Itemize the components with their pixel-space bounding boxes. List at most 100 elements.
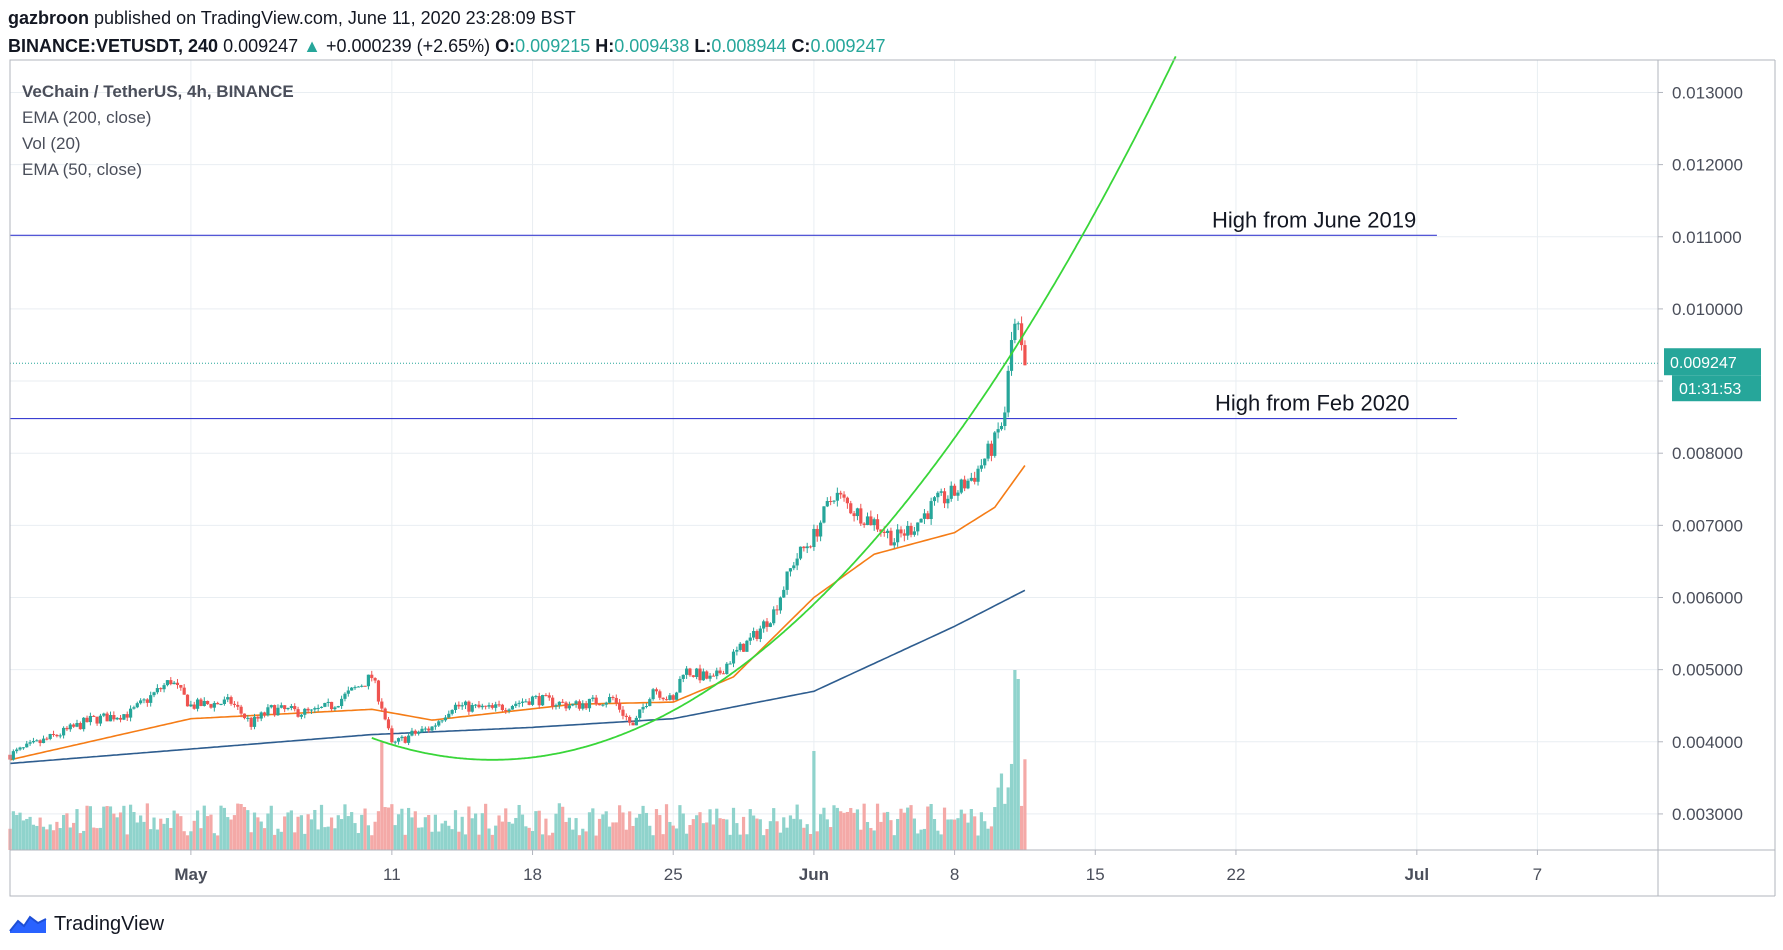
footer-brand[interactable]: TradingView [54, 912, 165, 935]
annotation-high-june-2019[interactable]: High from June 2019 [1212, 207, 1416, 232]
candle-body [185, 694, 190, 707]
candle-body [142, 699, 146, 701]
volume-bar [597, 818, 602, 850]
volume-bar [440, 823, 444, 850]
candle-body [892, 542, 896, 546]
volume-bar [674, 828, 679, 850]
candle-body [246, 717, 250, 719]
annotation-high-feb-2020[interactable]: High from Feb 2020 [1215, 391, 1409, 416]
volume-bar [1009, 763, 1014, 850]
candle-body [48, 733, 52, 739]
candle-body [72, 724, 76, 727]
volume-bar [510, 823, 515, 850]
price-tags: 0.009247 01:31:53 [1664, 348, 1761, 402]
candle-body [916, 522, 920, 532]
y-tick-label: 0.003000 [1672, 805, 1743, 824]
volume-bar [453, 810, 458, 850]
x-tick-label: Jun [799, 865, 829, 884]
volume-bar [484, 803, 488, 850]
volume-bar [286, 812, 290, 850]
annotations[interactable]: High from June 2019 High from Feb 2020 [1212, 207, 1416, 415]
last-value: 0.009247 [223, 36, 299, 56]
candle-body [306, 708, 310, 711]
parabolic-curve[interactable] [371, 55, 1177, 761]
candle-body [651, 689, 655, 700]
candle-body [544, 695, 548, 697]
volume-bar [279, 831, 283, 850]
candle-body [825, 501, 829, 507]
volume-bar [142, 821, 146, 850]
author[interactable]: gazbroon [8, 8, 89, 28]
volume-bar [283, 816, 287, 850]
candle-body [685, 668, 689, 675]
candle-body [232, 703, 237, 705]
candle-body [1019, 323, 1024, 346]
candle-body [839, 492, 843, 495]
volume-bar [644, 812, 649, 850]
parabola-path[interactable] [371, 55, 1177, 761]
candle-body [638, 709, 642, 718]
time-axis[interactable]: May 11 18 25 Jun 8 15 22 Jul 7 [174, 850, 1542, 884]
candle-body [45, 738, 49, 740]
volume-bar [102, 806, 106, 850]
horizontal-lines[interactable] [10, 234, 1658, 420]
candle-body [584, 703, 588, 709]
volume-bar [567, 817, 571, 850]
volume-bar [942, 807, 947, 850]
volume-bar [829, 827, 833, 850]
volume-bar [922, 828, 927, 850]
x-tick-label: 8 [950, 865, 959, 884]
volume-bar [309, 819, 314, 850]
volume-bar [909, 805, 913, 850]
volume-bar [1003, 803, 1007, 850]
volume-bar [651, 835, 655, 850]
volume-bar [376, 811, 381, 850]
volume-bar [839, 811, 843, 850]
price-axis[interactable]: 0.003000 0.004000 0.005000 0.006000 0.007000… [1658, 83, 1743, 824]
candle-body [956, 492, 960, 496]
volume-bar [229, 819, 233, 850]
volume-bar [443, 820, 448, 850]
volume-bar [544, 818, 548, 850]
volume-bar [226, 817, 230, 850]
volume-bar [31, 824, 36, 850]
candle-body [179, 685, 183, 688]
volume-bar [648, 825, 652, 850]
volume-bar [741, 816, 746, 850]
candle-body [88, 715, 92, 723]
candle-body [55, 734, 59, 737]
candle-body [959, 479, 963, 493]
volume-bar [500, 821, 504, 850]
volume-bar [346, 816, 350, 850]
countdown-tag: 01:31:53 [1679, 381, 1741, 398]
volume-bar [527, 827, 531, 850]
candle-body [875, 519, 880, 530]
volume-bar [628, 811, 632, 850]
candle-body [731, 651, 736, 664]
volume-bar [822, 807, 826, 850]
volume-bar [410, 817, 414, 850]
y-tick-label: 0.010000 [1672, 300, 1743, 319]
candle-body [952, 485, 957, 496]
volume-bar [165, 818, 170, 850]
volume-bar [413, 811, 417, 850]
candle-body [963, 479, 967, 489]
candle-body [618, 702, 622, 710]
symbol-line: BINANCE:VETUSDT, 240 0.009247 ▲ +0.00023… [8, 34, 1768, 58]
volume-bar [875, 803, 880, 850]
volume-bar [708, 809, 712, 850]
volume-bar [1013, 670, 1017, 850]
volume-bar [185, 835, 190, 850]
volume-bar [38, 817, 42, 850]
candle-body [413, 730, 417, 734]
candle-body [882, 531, 886, 533]
candle-body [711, 675, 716, 677]
candle-body [946, 498, 950, 504]
volume-bar [932, 819, 937, 850]
volume-bar [159, 818, 163, 850]
tradingview-logo-icon[interactable] [8, 913, 48, 935]
candle-body [939, 491, 943, 493]
volume-bar [82, 830, 86, 850]
candle-body [621, 709, 625, 716]
